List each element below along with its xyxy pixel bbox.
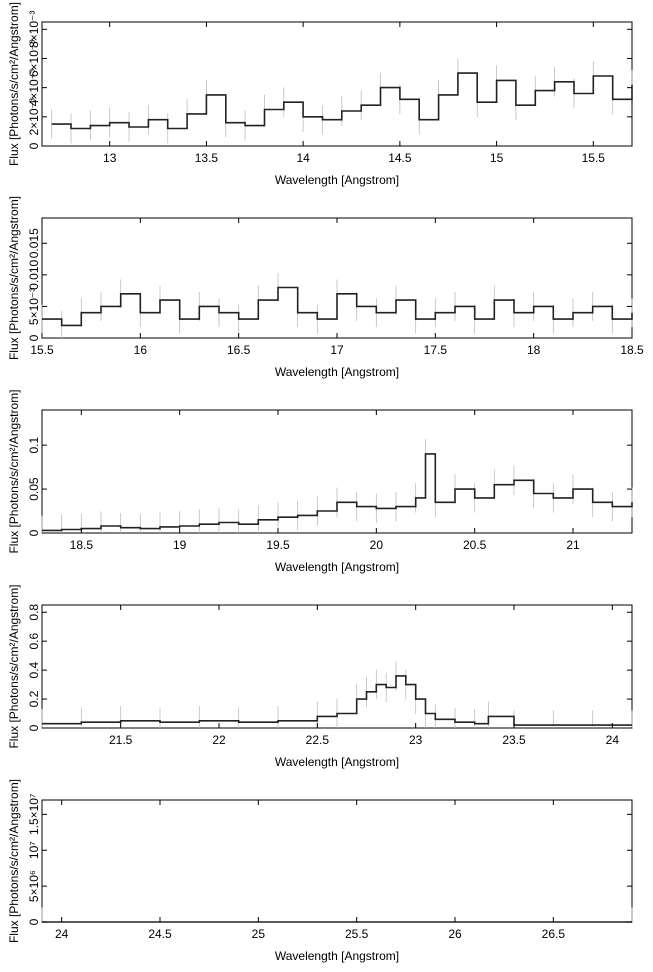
chart-panel-3: 18.5 19 19.5 20 20.5 21 0 0.05 0.1 Wavelength [An… bbox=[7, 389, 633, 574]
x-tick-label: 22.5 bbox=[306, 733, 330, 747]
y-tick-label: 4×10⁻³ bbox=[27, 69, 41, 106]
chart-panel-5: 24 24.5 25 25.5 26 26.5 0 5×10⁶ 10⁷ 1.5×10⁷ Wavele… bbox=[7, 779, 633, 963]
plot-frame bbox=[41, 217, 633, 339]
x-tick-label: 13.5 bbox=[195, 151, 219, 165]
x-tick-label: 19 bbox=[173, 538, 187, 552]
y-tick-label: 8×10⁻³ bbox=[27, 11, 41, 48]
y-tick-label: 0.4 bbox=[27, 661, 41, 678]
x-tick-label: 23 bbox=[409, 733, 423, 747]
series-line bbox=[51, 72, 633, 130]
x-tick-label: 17 bbox=[330, 343, 344, 357]
x-tick-label: 24 bbox=[55, 927, 69, 941]
x-tick-label: 18.5 bbox=[70, 538, 94, 552]
series-line bbox=[42, 675, 632, 726]
y-tick-label: 1.5×10⁷ bbox=[27, 794, 41, 835]
y-tick-label: 0.8 bbox=[27, 604, 41, 621]
chart-panel-2: 15.5 16 16.5 17 17.5 18 18.5 0 5×10⁻³0.010 0.015 W… bbox=[7, 196, 644, 379]
y-axis-title: Flux [Photons/s/cm²/Angstrom] bbox=[7, 389, 21, 553]
y-tick-label: 5×10⁶ bbox=[27, 870, 41, 902]
y-tick-label: 10⁷ bbox=[27, 841, 41, 859]
x-tick-label: 21.5 bbox=[109, 733, 133, 747]
y-tick-label: 2×10⁻³ bbox=[27, 98, 41, 135]
y-axis-title: Flux [Photons/s/cm²/Angstrom] bbox=[7, 196, 21, 360]
chart-panel-4: 21.5 22 22.5 23 23.5 24 0 0.2 0.4 0.6 0.8 Wavelengt… bbox=[7, 584, 633, 769]
x-tick-label: 15.5 bbox=[582, 151, 606, 165]
x-tick-label: 13 bbox=[103, 151, 117, 165]
y-tick-label: 0 bbox=[27, 142, 41, 149]
x-tick-label: 17.5 bbox=[424, 343, 448, 357]
x-tick-label: 18.5 bbox=[620, 343, 644, 357]
y-tick-label: 0 bbox=[27, 529, 41, 536]
plot-frame bbox=[41, 409, 633, 534]
x-tick-label: 25 bbox=[252, 927, 266, 941]
chart-panel-1: 13 13.5 14 14.5 15 15.5 0 2×10⁻³4×10⁻³6×10⁻³8×1… bbox=[7, 2, 633, 187]
x-tick-label: 14.5 bbox=[388, 151, 412, 165]
plot-frame bbox=[41, 799, 633, 923]
x-axis-title: Wavelength [Angstrom] bbox=[275, 949, 399, 963]
x-axis-title: Wavelength [Angstrom] bbox=[275, 365, 399, 379]
y-axis-title: Flux [Photons/s/cm²/Angstrom] bbox=[7, 584, 21, 748]
y-tick-label: 0 bbox=[27, 918, 41, 925]
x-tick-label: 21 bbox=[566, 538, 580, 552]
x-axis-title: Wavelength [Angstrom] bbox=[275, 560, 399, 574]
y-tick-label: 0 bbox=[27, 334, 41, 341]
x-tick-label: 24 bbox=[606, 733, 620, 747]
y-axis-title: Flux [Photons/s/cm²/Angstrom] bbox=[7, 2, 21, 166]
y-tick-label: 0.2 bbox=[27, 690, 41, 707]
y-tick-label: 5×10⁻³ bbox=[27, 288, 41, 325]
x-axis-title: Wavelength [Angstrom] bbox=[275, 755, 399, 769]
x-tick-label: 15 bbox=[490, 151, 504, 165]
y-axis-title: Flux [Photons/s/cm²/Angstrom] bbox=[7, 779, 21, 943]
y-tick-label: 0.015 bbox=[27, 228, 41, 258]
x-tick-label: 16.5 bbox=[227, 343, 251, 357]
x-tick-label: 14 bbox=[296, 151, 310, 165]
y-tick-label: 0.1 bbox=[27, 436, 41, 453]
x-axis-title: Wavelength [Angstrom] bbox=[275, 173, 399, 187]
x-tick-label: 16 bbox=[134, 343, 148, 357]
x-tick-label: 26.5 bbox=[542, 927, 566, 941]
x-tick-label: 15.5 bbox=[30, 343, 54, 357]
x-tick-label: 26 bbox=[448, 927, 462, 941]
x-tick-label: 18 bbox=[527, 343, 541, 357]
series-line bbox=[42, 286, 633, 327]
x-tick-label: 19.5 bbox=[266, 538, 290, 552]
y-tick-label: 0.6 bbox=[27, 633, 41, 650]
y-tick-label: 0.010 bbox=[27, 260, 41, 290]
series-line bbox=[42, 453, 633, 532]
x-tick-label: 22 bbox=[212, 733, 226, 747]
x-tick-label: 25.5 bbox=[345, 927, 369, 941]
y-tick-label: 0 bbox=[27, 724, 41, 731]
x-tick-label: 20 bbox=[370, 538, 384, 552]
x-tick-label: 23.5 bbox=[502, 733, 526, 747]
x-tick-label: 24.5 bbox=[148, 927, 172, 941]
y-tick-label: 6×10⁻³ bbox=[27, 40, 41, 77]
x-tick-label: 20.5 bbox=[463, 538, 487, 552]
y-tick-label: 0.05 bbox=[27, 477, 41, 501]
